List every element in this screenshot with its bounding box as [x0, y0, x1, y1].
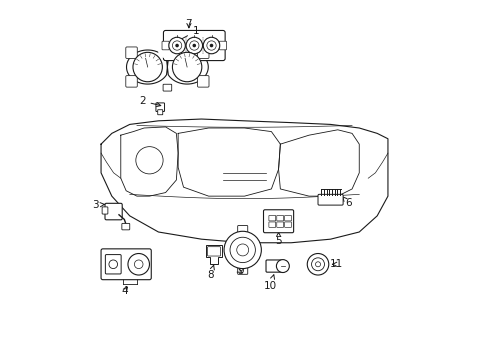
Text: 9: 9: [236, 266, 243, 276]
FancyBboxPatch shape: [125, 47, 137, 58]
FancyBboxPatch shape: [125, 76, 137, 87]
FancyBboxPatch shape: [276, 216, 283, 221]
Circle shape: [172, 52, 202, 82]
FancyBboxPatch shape: [317, 194, 343, 205]
Circle shape: [175, 44, 179, 47]
Circle shape: [229, 237, 255, 262]
Circle shape: [109, 260, 117, 269]
Circle shape: [185, 37, 202, 54]
Circle shape: [189, 41, 199, 50]
Text: 4: 4: [121, 286, 127, 296]
Text: 6: 6: [342, 197, 351, 208]
FancyBboxPatch shape: [268, 216, 275, 221]
Circle shape: [136, 147, 163, 174]
Circle shape: [128, 253, 149, 275]
Circle shape: [172, 41, 182, 50]
Text: 1: 1: [167, 26, 199, 46]
FancyBboxPatch shape: [284, 222, 291, 227]
Text: 7: 7: [185, 19, 192, 29]
Polygon shape: [206, 244, 222, 264]
FancyBboxPatch shape: [207, 247, 220, 256]
FancyBboxPatch shape: [163, 31, 224, 60]
Circle shape: [224, 231, 261, 269]
Circle shape: [236, 244, 248, 256]
Text: 5: 5: [275, 232, 281, 246]
Text: 8: 8: [207, 265, 214, 280]
Circle shape: [276, 260, 289, 273]
Text: 2: 2: [139, 96, 161, 107]
Circle shape: [168, 37, 185, 54]
FancyBboxPatch shape: [156, 103, 164, 112]
FancyBboxPatch shape: [105, 203, 122, 220]
FancyBboxPatch shape: [163, 84, 171, 91]
Circle shape: [315, 262, 320, 267]
FancyBboxPatch shape: [197, 76, 208, 87]
FancyBboxPatch shape: [237, 267, 247, 274]
Circle shape: [192, 44, 196, 47]
FancyBboxPatch shape: [284, 216, 291, 221]
Circle shape: [134, 260, 142, 269]
FancyBboxPatch shape: [102, 207, 108, 214]
FancyBboxPatch shape: [105, 255, 121, 274]
Text: 10: 10: [263, 275, 276, 291]
FancyBboxPatch shape: [197, 47, 208, 58]
FancyBboxPatch shape: [158, 110, 163, 115]
Text: 3: 3: [92, 200, 104, 210]
Text: 11: 11: [328, 259, 342, 269]
FancyBboxPatch shape: [263, 210, 293, 233]
Circle shape: [306, 253, 328, 275]
FancyBboxPatch shape: [265, 260, 281, 272]
FancyBboxPatch shape: [237, 226, 247, 233]
FancyBboxPatch shape: [122, 224, 129, 230]
FancyBboxPatch shape: [276, 222, 283, 227]
Circle shape: [209, 44, 213, 47]
FancyBboxPatch shape: [219, 41, 226, 50]
FancyBboxPatch shape: [101, 249, 151, 280]
Circle shape: [206, 41, 216, 50]
Circle shape: [133, 52, 162, 82]
FancyBboxPatch shape: [268, 222, 275, 227]
Polygon shape: [126, 50, 208, 84]
Circle shape: [203, 37, 219, 54]
FancyBboxPatch shape: [162, 41, 169, 50]
Circle shape: [311, 258, 324, 271]
